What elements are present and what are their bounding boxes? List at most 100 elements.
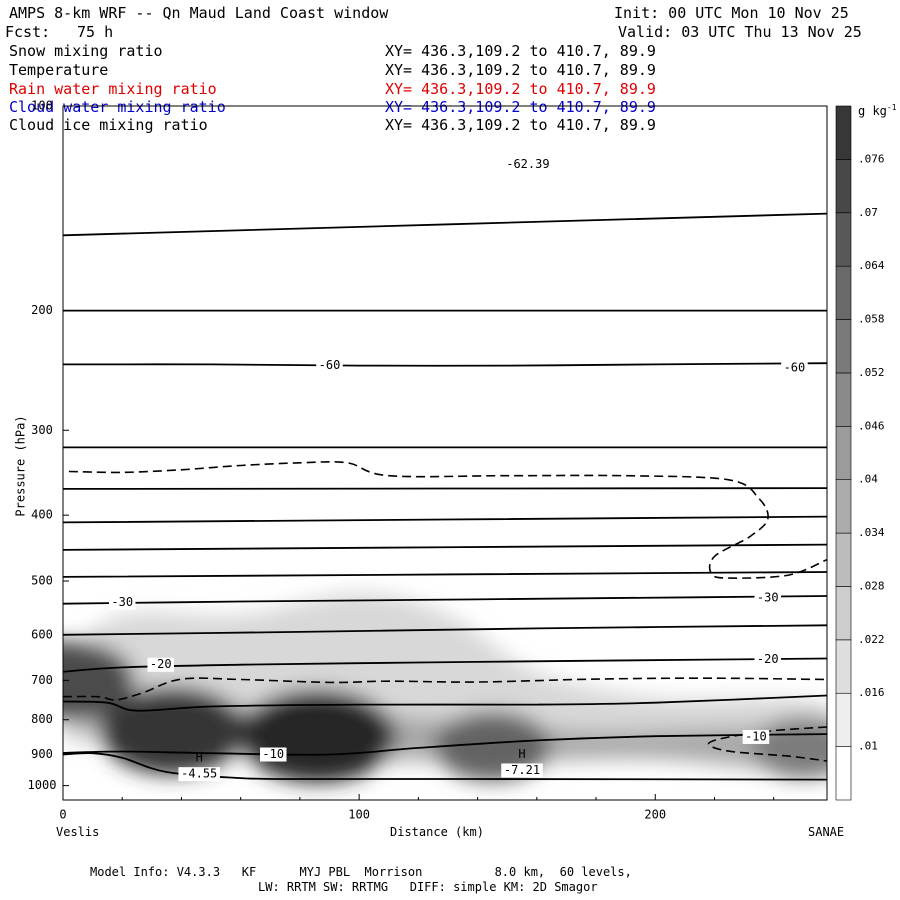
colorbar-label: .016	[858, 686, 885, 699]
colorbar: .01 .016 .022 .028 .034 .04 .046 .052 .058 .064 .0…	[835, 105, 885, 801]
y-tick-label: 400	[31, 508, 53, 522]
max-value: -10	[745, 729, 767, 743]
label-background	[259, 747, 287, 762]
x-right-label: SANAE	[808, 825, 845, 839]
isotherm-line	[63, 362, 827, 367]
x-tick-label: 200	[644, 808, 666, 822]
y-tick-label: 200	[31, 303, 53, 317]
chart-title: AMPS 8-km WRF -- Qn Maud Land Coast wind…	[9, 4, 389, 22]
label-background	[108, 595, 136, 610]
colorbar-swatch	[835, 426, 852, 480]
snow-maximum	[752, 717, 827, 779]
contour-labels: -60 -60 -30 -30 -20 -20 -10 H -4.55 H -7.21 -10 -62.…	[108, 157, 808, 782]
variable-name: Cloud water mixing ratio	[9, 98, 226, 116]
colorbar-swatch	[835, 319, 852, 374]
colorbar-swatch	[835, 746, 852, 801]
label-background	[742, 729, 770, 744]
y-tick-label: 600	[31, 627, 53, 641]
y-axis-title: Pressure (hPa)	[13, 415, 28, 517]
isotherm-line	[63, 595, 827, 605]
variable-name: Cloud ice mixing ratio	[9, 116, 208, 134]
plot-frame	[62, 105, 828, 801]
isotherm-label: -20	[757, 652, 779, 666]
x-tick-label: 0	[59, 808, 66, 822]
dashed-contour	[63, 677, 827, 701]
colorbar-swatch	[835, 532, 852, 587]
init-time: Init: 00 UTC Mon 10 Nov 25	[614, 4, 849, 22]
x-axis-title: Distance (km)	[390, 825, 484, 839]
x-axis: 0 100 200	[59, 794, 775, 822]
y-tick-label: 700	[31, 673, 53, 687]
isotherm-label: -60	[319, 358, 341, 372]
colorbar-swatch	[835, 159, 852, 214]
variable-xy: XY= 436.3,109.2 to 410.7, 89.9	[385, 61, 656, 79]
colorbar-swatch	[835, 105, 852, 160]
y-tick-label: 900	[31, 747, 53, 761]
max-value: -7.21	[504, 763, 540, 777]
label-background	[316, 358, 343, 373]
colorbar-label: .052	[858, 366, 885, 379]
colorbar-label: .058	[858, 313, 885, 326]
variable-xy: XY= 436.3,109.2 to 410.7, 89.9	[385, 116, 656, 134]
colorbar-unit-exp: -1	[886, 103, 897, 112]
model-info-line2: LW: RRTM SW: RRTMG DIFF: simple KM: 2D S…	[258, 880, 598, 894]
forecast-hour: 75 h	[77, 23, 114, 41]
isotherm-label: -10	[262, 747, 284, 761]
colorbar-swatch	[835, 639, 852, 694]
dashed-contours	[63, 460, 827, 762]
x-tick-label: 100	[348, 808, 370, 822]
colorbar-swatch	[835, 586, 852, 641]
valid-time: Valid: 03 UTC Thu 13 Nov 25	[618, 23, 862, 41]
colorbar-swatch	[835, 692, 852, 747]
max-value: -4.55	[181, 767, 217, 781]
isotherm-line	[63, 733, 827, 756]
isotherm-line	[63, 657, 827, 673]
colorbar-label: .046	[858, 419, 885, 432]
colorbar-swatch	[835, 479, 852, 534]
colorbar-unit-base: g kg	[858, 104, 887, 118]
isotherm-line	[63, 212, 827, 237]
label-background	[754, 652, 782, 667]
y-tick-label: 1000	[28, 778, 57, 792]
isotherm-label: -60	[784, 361, 806, 375]
variable-xy: XY= 436.3,109.2 to 410.7, 89.9	[385, 98, 656, 116]
colorbar-swatch	[835, 212, 852, 267]
dashed-contour	[707, 726, 827, 762]
colorbar-label: .07	[858, 206, 878, 219]
colorbar-unit: g kg-1	[858, 103, 897, 118]
label-background	[503, 157, 553, 172]
variable-xy: XY= 436.3,109.2 to 410.7, 89.9	[385, 80, 656, 98]
colorbar-label: .022	[858, 633, 885, 646]
temperature-contours	[63, 212, 827, 781]
label-background	[147, 657, 174, 672]
label-background	[781, 361, 808, 376]
isotherm-line	[63, 694, 827, 712]
label-background	[754, 591, 782, 606]
isotherm-line	[63, 624, 827, 636]
colorbar-label: .034	[858, 526, 885, 539]
y-axis: 100 200 300 400 500 600 700 800 900 1000	[28, 99, 69, 792]
y-tick-label: 800	[31, 712, 53, 726]
x-left-label: Veslis	[56, 825, 100, 839]
max-marker: H	[518, 747, 525, 761]
snow-shading	[63, 592, 827, 783]
forecast-label: Fcst:	[5, 23, 51, 41]
isotherm-label: -30	[757, 591, 779, 605]
variable-name: Rain water mixing ratio	[9, 80, 217, 98]
colorbar-label: .064	[858, 259, 885, 272]
isotherm-label: -30	[111, 595, 133, 609]
colorbar-label: .04	[858, 473, 878, 486]
label-background	[501, 763, 543, 778]
colorbar-swatch	[835, 265, 852, 320]
colorbar-label: .076	[858, 152, 885, 165]
label-background	[178, 767, 220, 782]
model-info-line1: Model Info: V4.3.3 KF MYJ PBL Morrison 8…	[90, 865, 632, 879]
colorbar-label: .01	[858, 740, 878, 753]
isotherm-line	[63, 515, 827, 524]
isotherm-line	[63, 543, 827, 551]
colorbar-swatch	[835, 372, 852, 427]
y-tick-label: 300	[31, 423, 53, 437]
isotherm-label: -20	[150, 657, 172, 671]
variable-xy: XY= 436.3,109.2 to 410.7, 89.9	[385, 42, 656, 60]
